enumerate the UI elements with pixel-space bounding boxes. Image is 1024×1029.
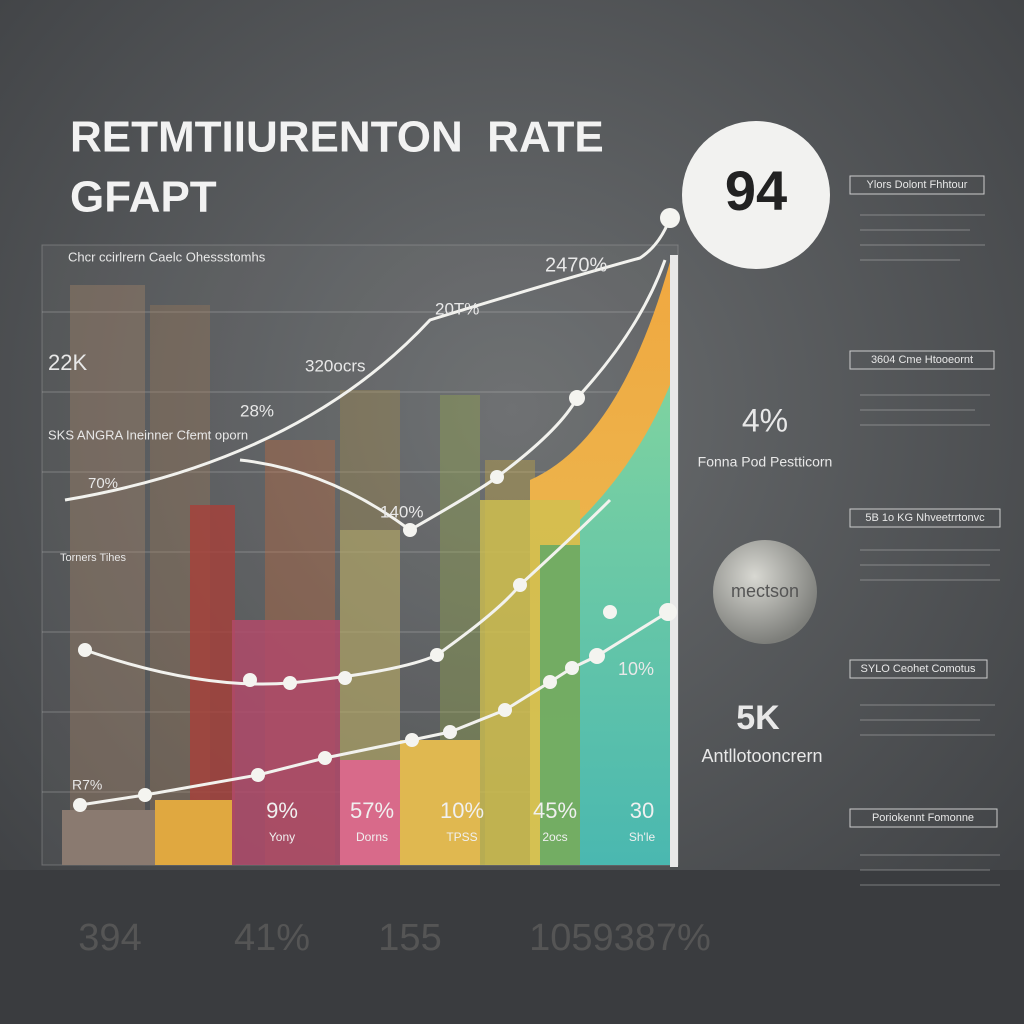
- label: R7%: [72, 777, 102, 793]
- label: 28%: [240, 401, 274, 420]
- bar: [155, 800, 232, 865]
- badge: [682, 121, 830, 269]
- stat-value: 5K: [736, 699, 780, 737]
- stat-value: 57%: [350, 798, 394, 823]
- label: SKS ANGRA Ineinner Cfemt oporn: [48, 427, 248, 442]
- footer-value: 394: [78, 917, 141, 959]
- label: Torners Tihes: [60, 552, 127, 564]
- footer-value: 1059387%: [529, 917, 711, 959]
- stat-label: Dorns: [356, 830, 388, 844]
- footer-value: 155: [378, 917, 441, 959]
- tag-box: [849, 508, 1001, 528]
- tag-box: [849, 350, 995, 370]
- tag-box: [849, 808, 998, 828]
- bar: [400, 740, 480, 865]
- stat-label: TPSS: [446, 830, 477, 844]
- sphere: [713, 540, 817, 644]
- footer-value: 41%: [234, 917, 310, 959]
- stat-value: 10%: [440, 798, 484, 823]
- tag: 3604 Cme Htooeornt: [871, 354, 973, 366]
- bar: [62, 810, 155, 865]
- bottom-stats: 9% Yony 57% Dorns 10% TPSS 45% 2ocs 30 S…: [266, 798, 655, 844]
- stat-value: 30: [630, 798, 654, 823]
- stat-label: Sh'le: [629, 830, 656, 844]
- chart-panel: Chcr ccirlrern Caelc Ohessstomhs 2470% 2…: [41, 208, 680, 867]
- bar: [232, 620, 340, 865]
- title: RETMTIIURENTON RATE: [70, 113, 604, 162]
- label: 22K: [48, 350, 87, 375]
- chart-labels: Chcr ccirlrern Caelc Ohessstomhs 2470% 2…: [48, 249, 654, 792]
- footer: 394 41% 155 1059387%: [78, 917, 711, 959]
- dots: [73, 208, 680, 812]
- stat-value: 45%: [533, 798, 577, 823]
- badge-value: 94: [725, 159, 787, 222]
- sphere-label: mectson: [731, 581, 799, 601]
- tag: 5B 1o KG Nhveetrrtonvc: [865, 512, 985, 524]
- bar: [540, 545, 580, 865]
- stat-label: Fonna Pod Pestticorn: [698, 454, 833, 470]
- label: 10%: [618, 659, 654, 679]
- title: GFAPT: [70, 173, 217, 222]
- label: 140%: [380, 502, 423, 521]
- floor: [0, 870, 1024, 1024]
- tag: SYLO Ceohet Comotus: [861, 663, 976, 675]
- stat-value: 9%: [266, 798, 298, 823]
- label: 320ocrs: [305, 356, 365, 375]
- tag-box: [849, 659, 988, 679]
- label: 2470%: [545, 254, 607, 276]
- tag: Ylors Dolont Fhhtour: [867, 179, 968, 191]
- sidebar-lines: [860, 214, 1000, 886]
- stat-label: Antllotooncrern: [701, 746, 822, 766]
- sidebar: Ylors Dolont Fhhtour 3604 Cme Htooeornt …: [698, 175, 1001, 886]
- area: [580, 380, 672, 865]
- stat-value: 4%: [742, 402, 788, 438]
- caption: Chcr ccirlrern Caelc Ohessstomhs: [68, 249, 266, 264]
- tag: Poriokennt Fomonne: [872, 812, 974, 824]
- stat-label: Yony: [269, 830, 295, 844]
- axis: [670, 255, 678, 867]
- bar: [340, 760, 402, 865]
- label: 70%: [88, 475, 118, 492]
- label: 20T%: [435, 299, 479, 318]
- stat-label: 2ocs: [542, 830, 567, 844]
- tag-box: [849, 175, 985, 195]
